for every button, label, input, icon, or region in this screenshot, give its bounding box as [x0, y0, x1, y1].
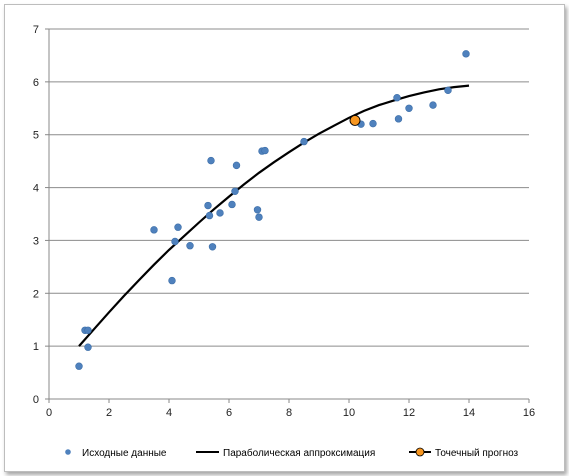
x-tick-label-7: 14 [463, 407, 475, 419]
legend-label-source: Исходные данные [82, 448, 167, 459]
data-point-7 [174, 223, 182, 231]
data-point-16 [232, 161, 241, 170]
parabola-line [78, 84, 470, 347]
x-tick-label-6: 12 [403, 407, 415, 419]
data-point-11 [207, 156, 215, 165]
x-tick-label-8: 16 [523, 407, 535, 419]
data-point-5 [168, 276, 176, 285]
data-point-15 [231, 187, 239, 195]
legend-item-curve: Параболическая аппроксимация [196, 447, 375, 459]
x-tick-label-1: 2 [106, 407, 112, 419]
data-point-8 [186, 242, 194, 250]
data-point-28 [444, 86, 452, 95]
y-tick-label-7: 7 [33, 24, 39, 36]
forecast-point [349, 114, 361, 126]
x-tick-label-3: 6 [226, 407, 232, 419]
legend-marker-forecast [415, 447, 425, 457]
data-point-20 [261, 146, 269, 155]
legend-item-forecast: Точечный прогноз [409, 447, 519, 459]
data-point-23 [369, 119, 377, 128]
data-point-27 [429, 101, 437, 109]
legend-label-curve: Параболическая аппроксимация [223, 447, 375, 459]
legend-label-forecast: Точечный прогноз [435, 448, 519, 459]
data-point-9 [204, 201, 212, 210]
data-point-13 [216, 209, 224, 217]
data-point-29 [462, 50, 470, 58]
data-point-18 [255, 213, 263, 221]
data-point-3 [84, 343, 92, 351]
data-point-12 [208, 243, 217, 251]
data-points [75, 50, 470, 370]
x-tick-label-5: 10 [343, 407, 355, 419]
data-point-24 [393, 94, 401, 102]
parabola-curve [78, 84, 470, 347]
legend-marker-source [65, 449, 71, 455]
y-tick-label-1: 1 [33, 341, 39, 353]
legend: Исходные данные Параболическая аппроксим… [65, 447, 519, 459]
axes [48, 29, 529, 400]
data-point-0 [75, 362, 83, 370]
grid-lines [49, 28, 529, 347]
x-tick-label-2: 4 [166, 407, 172, 419]
data-point-6 [171, 237, 179, 246]
y-tick-label-6: 6 [33, 77, 39, 89]
y-tick-label-3: 3 [33, 235, 39, 247]
data-point-21 [300, 137, 308, 146]
legend-item-source: Исходные данные [65, 448, 167, 459]
data-point-2 [84, 326, 92, 334]
data-point-17 [253, 206, 262, 214]
data-point-25 [394, 115, 403, 123]
y-tick-label-4: 4 [33, 183, 39, 195]
data-point-26 [405, 104, 413, 112]
data-point-4 [150, 226, 158, 234]
forecast-point-0 [349, 114, 361, 126]
data-point-14 [228, 200, 236, 209]
x-tick-label-4: 8 [286, 407, 292, 419]
data-point-10 [205, 211, 214, 220]
y-tick-label-2: 2 [33, 288, 39, 300]
y-tick-label-0: 0 [33, 394, 39, 406]
x-tick-label-0: 0 [46, 407, 52, 419]
y-tick-label-5: 5 [33, 130, 39, 142]
